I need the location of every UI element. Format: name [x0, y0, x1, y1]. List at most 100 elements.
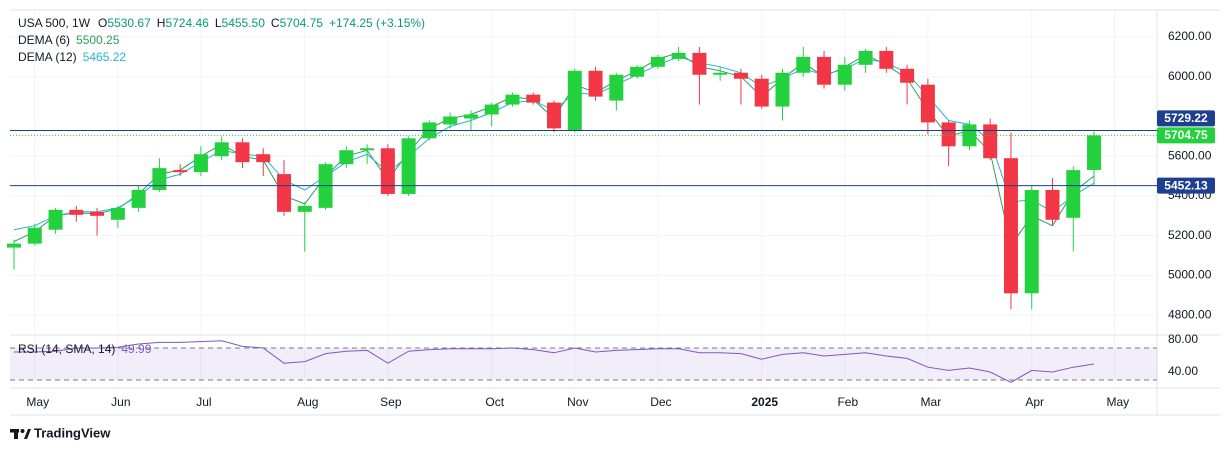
chart-legend: USA 500, 1W O5530.67 H5724.46 L5455.50 C5704… [18, 16, 425, 30]
candle-body [69, 209, 84, 215]
indicator-name: DEMA (6) [18, 33, 70, 47]
candle-body [692, 52, 707, 75]
y-tick-label: 5000.00 [1168, 268, 1212, 282]
candle-body [526, 94, 541, 103]
candle-body [110, 207, 125, 220]
candle-body [547, 102, 562, 129]
candle-body [256, 154, 271, 163]
x-tick-label: Apr [1025, 395, 1044, 409]
ohlc-key: L [215, 16, 222, 30]
price-label: 5729.22 [1164, 111, 1208, 125]
ohlc-value: 5704.75 [280, 16, 324, 30]
change: +174.25 (+3.15%) [329, 16, 425, 30]
candle-body [1045, 189, 1060, 220]
x-tick-label: Feb [837, 395, 858, 409]
candle-body [27, 227, 42, 244]
candle-body [754, 78, 769, 107]
candle-body [7, 243, 21, 248]
x-tick-label: May [1106, 395, 1129, 409]
candle-body [297, 205, 312, 212]
candle-body [796, 56, 811, 73]
candle-body [1003, 158, 1018, 294]
candle-body [900, 68, 915, 83]
x-tick-label: Nov [567, 395, 588, 409]
candle-body [713, 72, 728, 75]
candle-body [941, 122, 956, 147]
candle-body [277, 174, 292, 212]
candle-body [609, 74, 624, 101]
candle-body [401, 138, 416, 194]
indicator-legend: DEMA (12) 5465.22 [18, 50, 126, 64]
x-tick-label: Sep [380, 395, 402, 409]
indicator-name: DEMA (12) [18, 50, 77, 64]
x-tick-label: Oct [485, 395, 504, 409]
brand-logo [10, 429, 31, 439]
candle-body [1087, 135, 1102, 170]
candle-body [193, 154, 208, 173]
candle-body [131, 189, 146, 208]
indicator-value: 5465.22 [83, 50, 127, 64]
x-tick-label: May [26, 395, 49, 409]
price-label: 5452.13 [1164, 178, 1208, 192]
x-tick-label: Jun [111, 395, 130, 409]
candle-body [380, 148, 395, 194]
candle-body [90, 211, 105, 216]
indicator-value: 5500.25 [76, 33, 120, 47]
candle-body [463, 114, 478, 119]
candle-body [983, 124, 998, 159]
candle-body [858, 50, 873, 65]
candle-body [588, 70, 603, 97]
ohlc-key: O [98, 16, 107, 30]
candle-body [920, 84, 935, 123]
x-tick-label: Aug [297, 395, 318, 409]
candle-body [360, 148, 375, 151]
candle-body [1066, 170, 1081, 218]
rsi-legend: RSI (14, SMA, 14) 49.99 [18, 342, 152, 356]
candle-body [505, 94, 520, 105]
candle-body [214, 142, 229, 157]
y-tick-label: 5200.00 [1168, 228, 1212, 242]
ohlc-value: 5530.67 [107, 16, 151, 30]
rsi-tick-label: 80.00 [1168, 332, 1198, 346]
price-label-box [1157, 177, 1215, 194]
indicator-legend: DEMA (6) 5500.25 [18, 33, 120, 47]
candle-body [879, 50, 894, 69]
x-tick-label: Dec [650, 395, 671, 409]
candle-body [962, 124, 977, 147]
x-tick-label: Mar [921, 395, 942, 409]
candle-body [235, 142, 250, 163]
candle-body [733, 72, 748, 79]
x-tick-label: Jul [196, 395, 211, 409]
candle-body [775, 72, 790, 107]
brand-name: TradingView [34, 425, 111, 440]
y-tick-label: 6200.00 [1168, 29, 1212, 43]
y-tick-label: 6000.00 [1168, 69, 1212, 83]
symbol: USA 500, 1W [18, 16, 91, 30]
price-label-box [1157, 127, 1215, 144]
ohlc-key: H [157, 16, 166, 30]
candle-body [1024, 189, 1039, 294]
candle-body [837, 64, 852, 85]
candle-body [443, 116, 458, 125]
ohlc-value: 5724.46 [165, 16, 209, 30]
candle-body [484, 104, 499, 115]
candle-body [152, 168, 167, 190]
price-label: 5704.75 [1164, 128, 1208, 142]
rsi-line [14, 340, 1095, 383]
y-tick-label: 4800.00 [1168, 307, 1212, 321]
x-tick-label: 2025 [751, 395, 778, 409]
candle-body [567, 70, 582, 131]
candle-body [817, 56, 832, 85]
candle-body [671, 52, 686, 59]
price-label-box [1157, 110, 1215, 127]
indicator-name: RSI (14, SMA, 14) [18, 342, 115, 356]
candle-body [650, 56, 665, 67]
ohlc-key: C [271, 16, 280, 30]
candle-body [173, 170, 188, 173]
candle-body [339, 150, 354, 165]
candle-body [48, 209, 63, 230]
rsi-tick-label: 40.00 [1168, 364, 1198, 378]
ohlc-value: 5455.50 [222, 16, 266, 30]
